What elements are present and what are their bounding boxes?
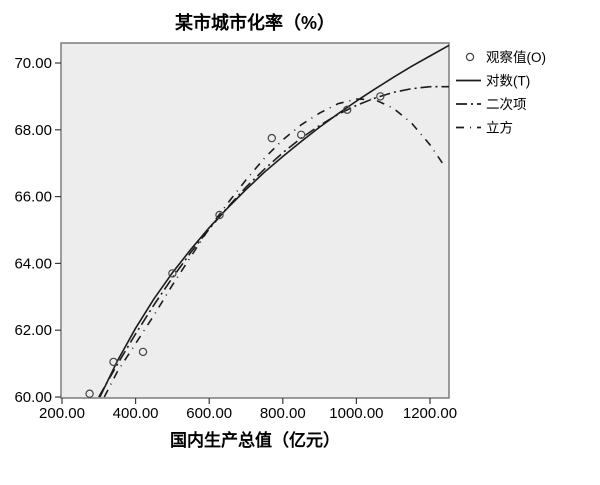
observed-point xyxy=(297,130,306,139)
observed-point xyxy=(267,133,276,143)
y-tick-label: 62.00 xyxy=(14,322,52,339)
observed-points xyxy=(85,92,385,398)
x-tick-label: 1000.00 xyxy=(329,405,383,422)
legend-label-observed: 观察值(O) xyxy=(486,49,546,65)
y-tick-label: 68.00 xyxy=(14,122,52,139)
observed-point xyxy=(215,210,224,220)
cubic-curve xyxy=(103,98,446,398)
x-tick-label: 1200.00 xyxy=(403,405,457,422)
legend-label-log: 对数(T) xyxy=(486,74,530,89)
x-axis-title: 国内生产总值（亿元） xyxy=(170,430,340,450)
y-tick-label: 60.00 xyxy=(14,389,52,406)
x-tick-label: 200.00 xyxy=(39,405,85,422)
legend-label-quadratic: 二次项 xyxy=(486,97,527,112)
y-tick-label: 64.00 xyxy=(14,255,52,272)
axis-ticks: 200.00 400.00 600.00 800.00 1000.00 1200.00 60… xyxy=(14,55,457,422)
plot-area xyxy=(60,42,450,399)
x-tick-label: 800.00 xyxy=(260,405,306,422)
x-tick-label: 600.00 xyxy=(186,405,232,422)
fit-curves xyxy=(98,44,449,398)
observed-point xyxy=(376,92,385,101)
legend-label-cubic: 立方 xyxy=(486,121,513,136)
observed-point xyxy=(85,389,94,398)
observed-point xyxy=(168,269,177,278)
observed-point xyxy=(343,105,352,115)
chart-title: 某市城市化率（%） xyxy=(175,12,335,33)
log-curve xyxy=(99,44,449,398)
observed-point xyxy=(138,347,148,357)
y-tick-label: 70.00 xyxy=(14,55,52,72)
legend-marker-circle xyxy=(465,52,475,62)
x-tick-label: 400.00 xyxy=(113,405,159,422)
y-tick-label: 66.00 xyxy=(14,189,52,206)
observed-point xyxy=(109,357,118,367)
quadratic-curve xyxy=(98,85,449,398)
